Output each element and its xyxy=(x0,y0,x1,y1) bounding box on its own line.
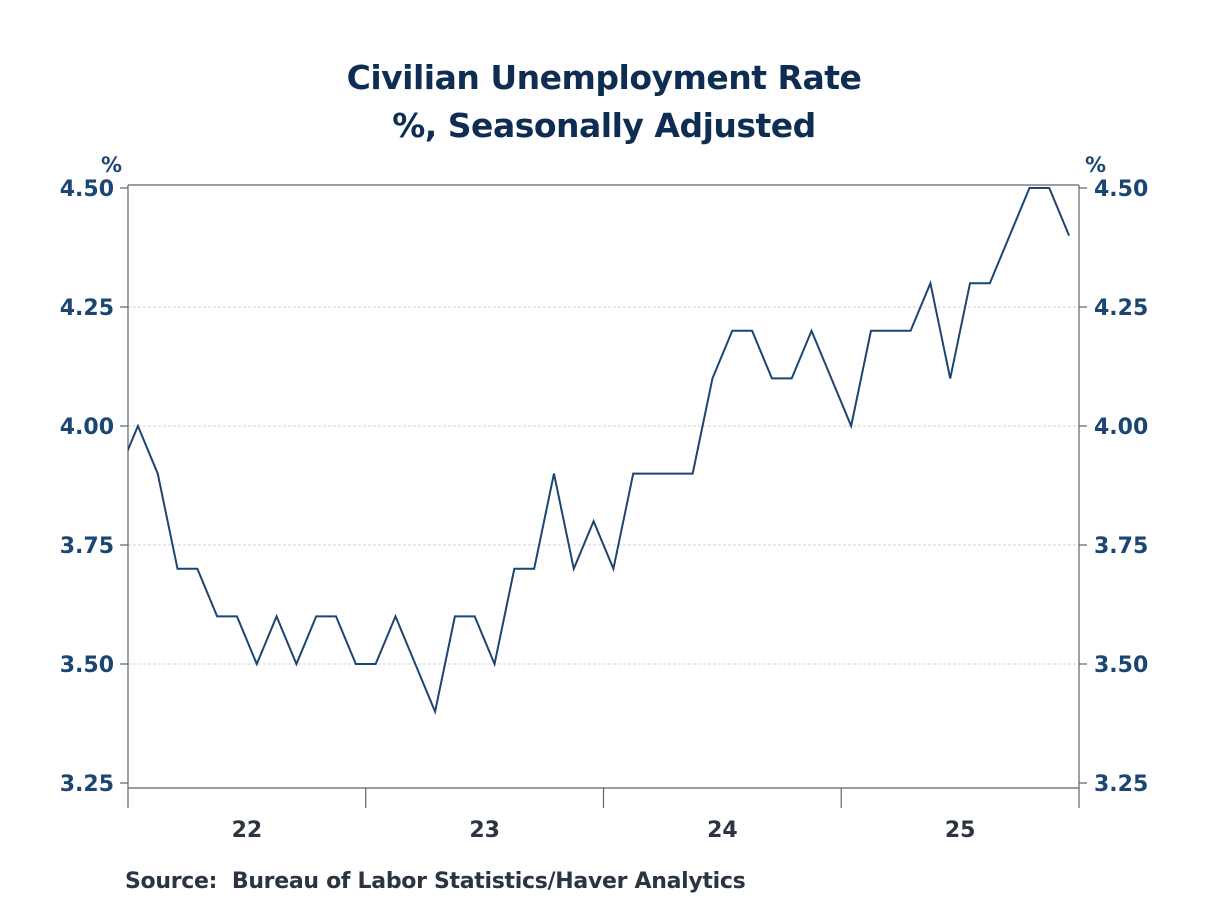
data-point xyxy=(672,473,674,475)
data-point xyxy=(593,520,595,522)
data-point xyxy=(117,473,119,475)
data-point xyxy=(1068,235,1070,237)
y-tick-label-right: 4.50 xyxy=(1094,177,1148,202)
series-line-unemployment-rate xyxy=(128,187,1071,715)
data-point xyxy=(771,377,773,379)
data-point xyxy=(196,568,198,570)
data-point xyxy=(295,663,297,665)
data-point xyxy=(335,615,337,617)
data-point xyxy=(474,615,476,617)
data-point xyxy=(1009,235,1011,237)
y-tick-label-left: 3.75 xyxy=(60,534,114,559)
y-tick-label-right: 3.75 xyxy=(1094,534,1148,559)
data-point xyxy=(454,615,456,617)
y-tick-label-left: 4.25 xyxy=(60,296,114,321)
data-point xyxy=(315,615,317,617)
y-axis-right: 4.50 4.25 4.00 3.75 3.50 3.25 xyxy=(1079,177,1148,797)
y-tick-label-left: 3.50 xyxy=(60,653,114,678)
data-point xyxy=(632,473,634,475)
data-point xyxy=(711,377,713,379)
data-point xyxy=(236,615,238,617)
data-point xyxy=(216,615,218,617)
x-tick-label: 24 xyxy=(707,818,738,843)
x-tick-label: 22 xyxy=(232,818,263,843)
x-tick-label: 23 xyxy=(469,818,500,843)
data-point xyxy=(870,330,872,332)
data-point xyxy=(177,568,179,570)
data-point xyxy=(692,473,694,475)
data-point xyxy=(256,663,258,665)
gridlines xyxy=(128,306,1079,665)
data-point xyxy=(890,330,892,332)
chart-subtitle: %, Seasonally Adjusted xyxy=(392,106,816,145)
y-tick-label-right: 4.00 xyxy=(1094,415,1148,440)
data-point xyxy=(414,663,416,665)
data-point xyxy=(612,568,614,570)
x-axis: 22 23 24 25 xyxy=(232,788,976,843)
y-tick-label-right: 3.25 xyxy=(1094,772,1148,797)
y-tick-label-right: 3.50 xyxy=(1094,653,1148,678)
data-point xyxy=(513,568,515,570)
data-point xyxy=(157,473,159,475)
data-point xyxy=(850,425,852,427)
data-point xyxy=(553,473,555,475)
data-point xyxy=(276,615,278,617)
data-point xyxy=(731,330,733,332)
data-point xyxy=(434,711,436,713)
data-point xyxy=(394,615,396,617)
data-point xyxy=(949,377,951,379)
data-point xyxy=(137,425,139,427)
x-tick-label: 25 xyxy=(945,818,976,843)
data-point xyxy=(751,330,753,332)
series-points xyxy=(117,187,1070,713)
y-axis-left-unit: % xyxy=(101,153,122,177)
data-point xyxy=(652,473,654,475)
y-tick-label-left: 4.00 xyxy=(60,415,114,440)
y-tick-label-left: 3.25 xyxy=(60,772,114,797)
y-tick-label-right: 4.25 xyxy=(1094,296,1148,321)
data-point xyxy=(791,377,793,379)
data-point xyxy=(989,282,991,284)
data-point xyxy=(1048,187,1050,189)
data-point xyxy=(969,282,971,284)
data-point xyxy=(811,330,813,332)
chart-title: Civilian Unemployment Rate xyxy=(346,58,862,97)
data-point xyxy=(355,663,357,665)
data-point xyxy=(375,663,377,665)
y-axis-left: 4.50 4.25 4.00 3.75 3.50 3.25 xyxy=(60,177,128,797)
data-point xyxy=(1028,187,1030,189)
source-note: Source: Bureau of Labor Statistics/Haver… xyxy=(125,869,746,894)
data-point xyxy=(929,282,931,284)
data-point xyxy=(830,377,832,379)
y-axis-right-unit: % xyxy=(1085,153,1106,177)
plot-frame xyxy=(127,184,1080,808)
data-point xyxy=(533,568,535,570)
data-point xyxy=(494,663,496,665)
y-tick-label-left: 4.50 xyxy=(60,177,114,202)
data-point xyxy=(910,330,912,332)
data-point xyxy=(573,568,575,570)
